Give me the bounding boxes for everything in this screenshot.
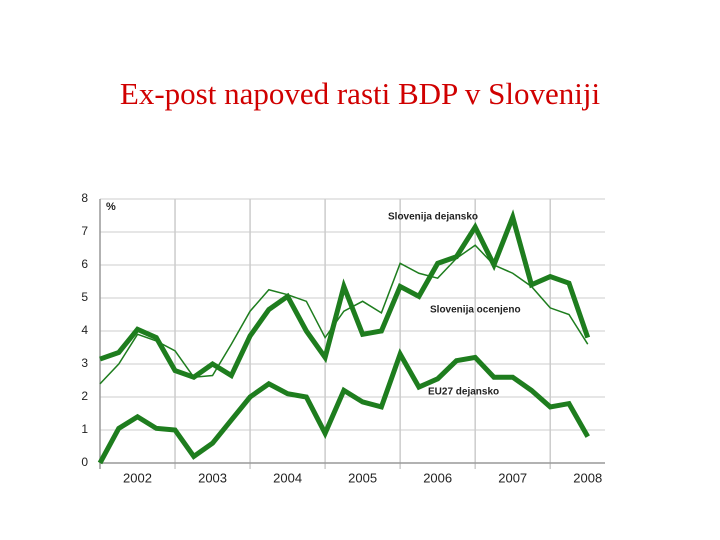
y-tick-label: 7 [81,224,88,238]
y-tick-label: 4 [81,323,88,337]
y-tick-label: 1 [81,422,88,436]
y-tick-label: 2 [81,389,88,403]
x-tick-label: 2005 [348,470,377,485]
series-line [97,348,590,465]
series-label: EU27 dejansko [428,387,499,398]
chart-title: Ex-post napoved rasti BDP v Sloveniji [120,76,601,111]
x-tick-label: 2004 [273,470,302,485]
series-line [99,209,591,380]
series-label: Slovenija dejansko [388,212,478,223]
y-tick-label: 5 [81,290,88,304]
y-tick-label: 8 [81,191,88,205]
x-tick-label: 2002 [123,470,152,485]
x-tick-label: 2006 [423,470,452,485]
series-line [99,244,589,385]
y-tick-label: 6 [81,257,88,271]
y-tick-label: 3 [81,356,88,370]
series-label: Slovenija ocenjeno [430,305,521,316]
x-tick-label: 2003 [198,470,227,485]
x-tick-label: 2007 [498,470,527,485]
x-tick-label: 2008 [573,470,602,485]
y-tick-label: 0 [81,455,88,469]
y-unit: % [106,201,116,213]
